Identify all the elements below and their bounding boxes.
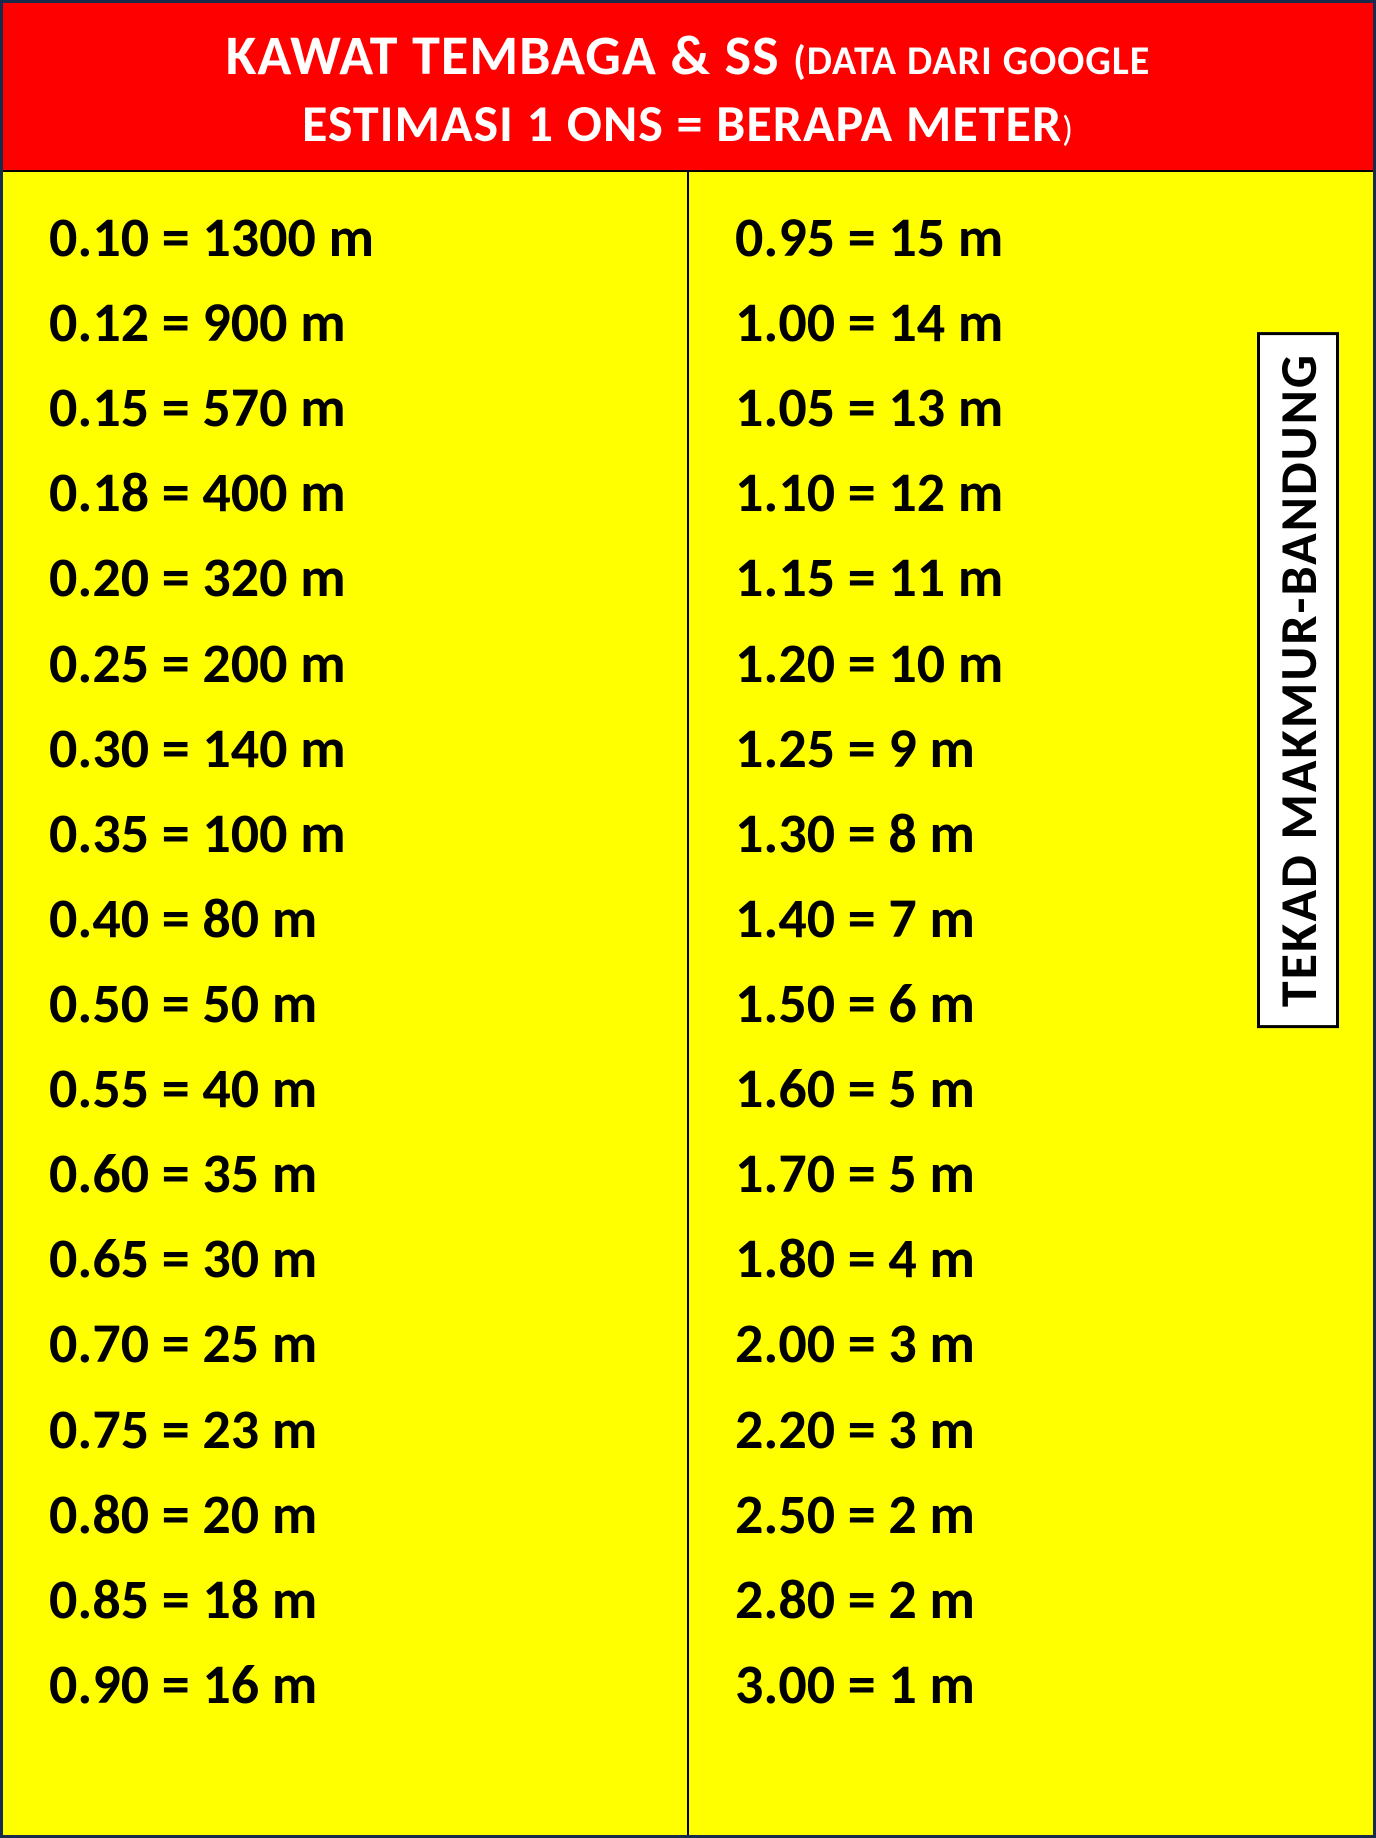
table-body: 0.10 = 1300 m0.12 = 900 m0.15 = 570 m0.1… (3, 172, 1373, 1835)
table-row: 0.25 = 200 m (49, 622, 667, 707)
table-row: 0.10 = 1300 m (49, 196, 667, 281)
table-row: 0.55 = 40 m (49, 1047, 667, 1132)
header-title-sub: (DATA DARI GOOGLE (793, 36, 1150, 85)
table-row: 0.18 = 400 m (49, 451, 667, 536)
table-row: 0.60 = 35 m (49, 1132, 667, 1217)
table-row: 2.80 = 2 m (735, 1558, 1353, 1643)
table-row: 0.40 = 80 m (49, 877, 667, 962)
table-row: 1.70 = 5 m (735, 1132, 1353, 1217)
header: KAWAT TEMBAGA & SS (DATA DARI GOOGLE EST… (3, 3, 1373, 172)
table-row: 0.70 = 25 m (49, 1302, 667, 1387)
page-container: KAWAT TEMBAGA & SS (DATA DARI GOOGLE EST… (0, 0, 1376, 1838)
table-row: 0.35 = 100 m (49, 792, 667, 877)
table-row: 0.30 = 140 m (49, 707, 667, 792)
header-line-2: ESTIMASI 1 ONS = BERAPA METER) (13, 91, 1363, 156)
table-row: 0.15 = 570 m (49, 366, 667, 451)
table-row: 0.90 = 16 m (49, 1643, 667, 1728)
header-subtitle: ESTIMASI 1 ONS = BERAPA METER (302, 91, 1062, 155)
table-row: 1.80 = 4 m (735, 1217, 1353, 1302)
table-row: 0.12 = 900 m (49, 281, 667, 366)
table-row: 0.20 = 320 m (49, 536, 667, 621)
header-close-paren: ) (1062, 107, 1074, 151)
header-title-main: KAWAT TEMBAGA & SS (226, 22, 780, 90)
table-row: 2.50 = 2 m (735, 1473, 1353, 1558)
table-row: 1.60 = 5 m (735, 1047, 1353, 1132)
table-row: 2.00 = 3 m (735, 1302, 1353, 1387)
side-label: TEKAD MAKMUR-BANDUNG (1257, 332, 1339, 1028)
table-row: 0.85 = 18 m (49, 1558, 667, 1643)
table-row: 0.80 = 20 m (49, 1473, 667, 1558)
table-row: 0.95 = 15 m (735, 196, 1353, 281)
table-row: 0.50 = 50 m (49, 962, 667, 1047)
header-line-1: KAWAT TEMBAGA & SS (DATA DARI GOOGLE (13, 21, 1363, 91)
table-row: 0.75 = 23 m (49, 1388, 667, 1473)
table-row: 2.20 = 3 m (735, 1388, 1353, 1473)
column-left: 0.10 = 1300 m0.12 = 900 m0.15 = 570 m0.1… (3, 172, 687, 1835)
table-row: 0.65 = 30 m (49, 1217, 667, 1302)
table-row: 3.00 = 1 m (735, 1643, 1353, 1728)
